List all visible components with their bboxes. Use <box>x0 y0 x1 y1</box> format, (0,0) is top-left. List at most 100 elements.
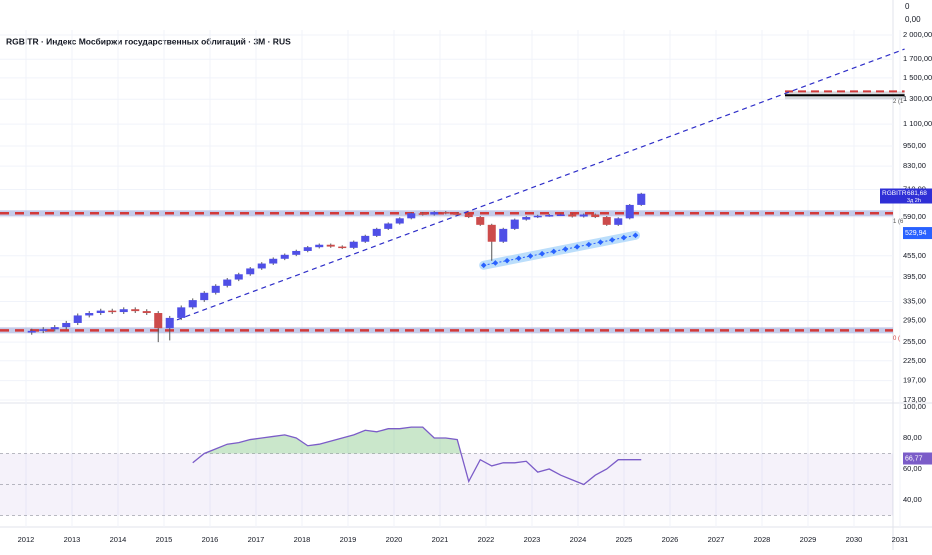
support-marker <box>632 232 639 239</box>
candle-body <box>395 218 404 224</box>
rsi-tick-label: 40,00 <box>903 495 922 504</box>
y-tick-label: 295,00 <box>903 315 926 324</box>
candle-body <box>510 219 519 229</box>
level-label: 0 ( <box>893 336 900 342</box>
y-tick-label: 1 500,00 <box>903 73 932 82</box>
candle-body <box>177 307 186 318</box>
support-tag-label: 529,94 <box>905 230 927 237</box>
candle-body <box>234 274 243 280</box>
candle-body <box>165 317 174 329</box>
x-tick-label: 2022 <box>478 535 495 544</box>
x-tick-label: 2029 <box>800 535 817 544</box>
x-tick-label: 2028 <box>754 535 771 544</box>
candle-body <box>579 214 588 217</box>
candle-body <box>292 250 301 255</box>
x-tick-label: 2017 <box>248 535 265 544</box>
x-tick-label: 2014 <box>110 535 127 544</box>
y-tick-label: 1 300,00 <box>903 94 932 103</box>
candle-body <box>119 309 128 313</box>
candle-body <box>73 315 82 323</box>
y-tick-label: 395,00 <box>903 272 926 281</box>
candle-body <box>522 217 531 220</box>
candle-body <box>142 311 151 314</box>
price-tag-value: 681,68 <box>907 190 927 197</box>
price-tag <box>880 188 932 204</box>
candle-body <box>154 313 163 329</box>
candle-body <box>568 214 577 217</box>
rsi-tag <box>903 452 932 465</box>
y-tick-label: 1 700,00 <box>903 54 932 63</box>
support-marker <box>539 250 545 257</box>
support-marker <box>492 260 499 266</box>
support-marker <box>515 255 522 262</box>
price-tag-sub: 3д 2h <box>907 198 921 204</box>
x-tick-label: 2021 <box>432 535 449 544</box>
y-tick-label: 335,00 <box>903 296 926 305</box>
y-tick-label: 830,00 <box>903 161 926 170</box>
candle-body <box>85 313 94 316</box>
x-tick-label: 2020 <box>386 535 403 544</box>
trend-line <box>168 48 905 324</box>
top-label: 0 <box>905 2 910 11</box>
candle-body <box>602 217 611 225</box>
candle-body <box>372 228 381 236</box>
y-tick-label: 173,00 <box>903 395 926 404</box>
rsi-tick-label: 100,00 <box>903 402 926 411</box>
candle-body <box>50 327 59 330</box>
support-marker <box>620 234 627 241</box>
support-marker <box>504 257 510 264</box>
rsi-tag-label: 66,77 <box>905 455 923 462</box>
y-tick-label: 950,00 <box>903 141 926 150</box>
candle-body <box>441 212 450 214</box>
rsi-tick-label: 60,00 <box>903 464 922 473</box>
support-marker <box>574 244 580 250</box>
y-tick-label: 255,00 <box>903 337 926 346</box>
top-label: 0,00 <box>905 15 921 24</box>
candle-body <box>200 292 209 301</box>
candle-body <box>625 204 634 219</box>
candle-body <box>418 213 427 215</box>
x-tick-label: 2015 <box>156 535 173 544</box>
candle-body <box>499 228 508 242</box>
candle-body <box>315 244 324 248</box>
level-label: 2 (1 <box>893 99 904 105</box>
candle-body <box>338 246 347 249</box>
candle-body <box>361 235 370 242</box>
candle-body <box>407 213 416 219</box>
candle-body <box>62 322 71 328</box>
level-label: 1 (6 <box>893 219 904 225</box>
candle-body <box>637 193 646 205</box>
x-tick-label: 2024 <box>570 535 587 544</box>
candle-body <box>257 263 266 269</box>
support-marker <box>585 241 592 248</box>
candle-body <box>533 215 542 218</box>
candle-body <box>487 224 496 242</box>
x-tick-label: 2013 <box>64 535 81 544</box>
x-tick-label: 2023 <box>524 535 541 544</box>
support-marker <box>550 248 557 255</box>
candle-body <box>96 310 105 314</box>
candle-body <box>464 214 473 218</box>
rsi-line <box>192 426 642 486</box>
x-tick-label: 2016 <box>202 535 219 544</box>
candle-body <box>303 247 312 251</box>
candle-body <box>453 213 462 215</box>
candle-body <box>591 214 600 218</box>
y-tick-label: 197,00 <box>903 376 926 385</box>
candle-body <box>269 258 278 264</box>
y-tick-label: 590,00 <box>903 212 926 221</box>
candle-body <box>384 223 393 229</box>
candle-body <box>188 300 197 308</box>
x-tick-label: 2027 <box>708 535 725 544</box>
rsi-tick-label: 80,00 <box>903 433 922 442</box>
y-tick-label: 455,00 <box>903 251 926 260</box>
candle-body <box>556 214 565 217</box>
candle-body <box>614 218 623 225</box>
candle-body <box>246 268 255 275</box>
candle-body <box>223 279 232 286</box>
chart-title: RGBITR · Индекс Мосбиржи государственных… <box>6 36 291 46</box>
candle-body <box>39 329 48 331</box>
candle-body <box>27 330 36 333</box>
x-tick-label: 2018 <box>294 535 311 544</box>
candle-body <box>131 309 140 312</box>
